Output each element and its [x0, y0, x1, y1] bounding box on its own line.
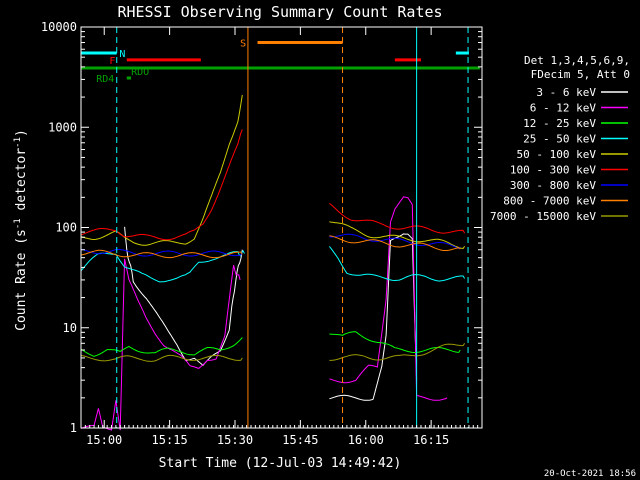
legend-item-label: 50 - 100 keV — [517, 148, 597, 161]
legend-item-label: 25 - 50 keV — [523, 133, 596, 146]
plot-area: NF S RD4 RDO — [80, 27, 480, 431]
legend-item-label: 800 - 7000 keV — [503, 195, 596, 208]
series-line — [80, 129, 243, 241]
flag-label: RD4 — [96, 74, 114, 85]
legend-header: Det 1,3,4,5,6,9, — [524, 54, 630, 67]
x-tick-label: 15:00 — [86, 433, 122, 447]
series-line — [80, 250, 245, 283]
x-tick-label: 15:15 — [152, 433, 188, 447]
y-tick-label: 100 — [55, 221, 77, 235]
series-line — [80, 258, 241, 431]
series-line — [329, 221, 466, 250]
series-line — [80, 337, 243, 357]
series-line — [329, 233, 461, 249]
series-line — [329, 202, 466, 234]
legend-header: FDecim 5, Att 0 — [531, 68, 630, 81]
flag-label: N — [119, 49, 125, 60]
y-tick-label: 10 — [63, 321, 77, 335]
legend: Det 1,3,4,5,6,9,FDecim 5, Att 0 3 - 6 keV… — [490, 54, 630, 223]
legend-item-label: 12 - 25 keV — [523, 117, 596, 130]
y-tick-label: 10000 — [41, 20, 77, 34]
series-line — [80, 249, 243, 259]
y-axis-label: Count Rate (s-1 detector-1) — [13, 129, 29, 331]
flag-label: F — [109, 56, 115, 67]
legend-item-label: 3 - 6 keV — [536, 86, 596, 99]
series-line — [329, 246, 466, 282]
y-tick-label: 1000 — [48, 120, 77, 134]
legend-item-label: 100 - 300 keV — [510, 164, 596, 177]
x-tick-label: 15:45 — [282, 433, 318, 447]
legend-item-label: 300 - 800 keV — [510, 179, 596, 192]
series-line — [80, 354, 243, 362]
series-line — [329, 233, 418, 401]
flag-label: S — [240, 39, 246, 50]
x-tick-label: 15:30 — [217, 433, 253, 447]
x-axis-label: Start Time (12-Jul-03 14:49:42) — [159, 456, 402, 471]
legend-item-label: 7000 - 15000 keV — [490, 210, 596, 223]
series-line — [329, 235, 461, 251]
series-line — [329, 196, 448, 401]
axes: 1 10 100 1000 10000 15:00 15:15 15:30 15:45 16:00… — [41, 20, 483, 447]
series-line — [124, 226, 243, 367]
series-line — [329, 343, 466, 361]
flag-label: RDO — [131, 67, 149, 78]
chart-title: RHESSI Observing Summary Count Rates — [117, 3, 442, 21]
x-tick-label: 16:00 — [348, 433, 384, 447]
series-line — [80, 94, 243, 246]
legend-item-label: 6 - 12 keV — [530, 102, 597, 115]
y-tick-label: 1 — [70, 421, 77, 435]
generation-timestamp: 20-Oct-2021 18:56 — [544, 469, 636, 479]
x-tick-label: 16:15 — [413, 433, 449, 447]
